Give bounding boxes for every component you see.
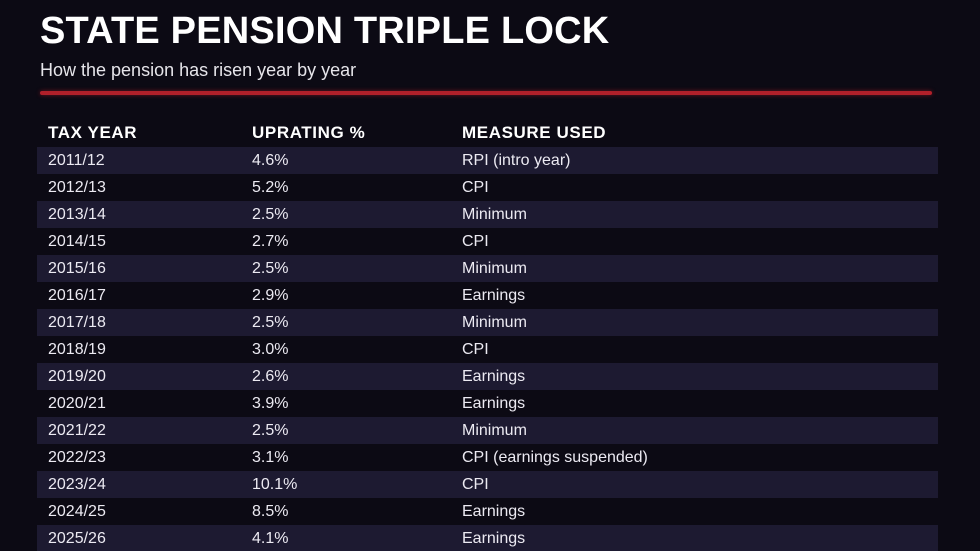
cell-measure: Earnings — [462, 529, 526, 547]
cell-measure: Earnings — [462, 502, 526, 520]
table-row: 2023/24 10.1% CPI — [37, 471, 938, 499]
cell-uprating: 10.1% — [252, 475, 298, 493]
table-row: 2011/12 4.6% RPI (intro year) — [37, 147, 938, 175]
column-header-measure: MEASURE USED — [462, 123, 607, 143]
table-row: 2014/15 2.7% CPI — [37, 228, 938, 255]
cell-tax-year: 2018/19 — [48, 340, 106, 358]
cell-measure: Earnings — [462, 367, 526, 385]
cell-uprating: 2.5% — [252, 205, 289, 223]
cell-measure: Earnings — [462, 394, 526, 412]
cell-tax-year: 2013/14 — [48, 205, 106, 223]
cell-tax-year: 2019/20 — [48, 367, 106, 385]
cell-tax-year: 2012/13 — [48, 178, 106, 196]
table-row: 2013/14 2.5% Minimum — [37, 201, 938, 229]
cell-measure: CPI — [462, 232, 489, 250]
cell-measure: Minimum — [462, 259, 527, 277]
table-row: 2020/21 3.9% Earnings — [37, 390, 938, 417]
cell-uprating: 2.7% — [252, 232, 289, 250]
cell-uprating: 2.9% — [252, 286, 289, 304]
cell-tax-year: 2024/25 — [48, 502, 106, 520]
cell-uprating: 4.1% — [252, 529, 289, 547]
cell-measure: CPI (earnings suspended) — [462, 448, 648, 466]
table-row: 2025/26 4.1% Earnings — [37, 525, 938, 551]
table-header: TAX YEAR UPRATING % MEASURE USED — [37, 119, 938, 147]
column-header-uprating: UPRATING % — [252, 123, 366, 143]
table-row: 2015/16 2.5% Minimum — [37, 255, 938, 283]
table-row: 2021/22 2.5% Minimum — [37, 417, 938, 445]
cell-tax-year: 2011/12 — [48, 151, 105, 169]
table-row: 2018/19 3.0% CPI — [37, 336, 938, 363]
cell-measure: Minimum — [462, 421, 527, 439]
cell-tax-year: 2016/17 — [48, 286, 106, 304]
accent-divider — [40, 91, 932, 96]
cell-tax-year: 2021/22 — [48, 421, 106, 439]
cell-uprating: 4.6% — [252, 151, 289, 169]
cell-tax-year: 2022/23 — [48, 448, 106, 466]
cell-uprating: 3.1% — [252, 448, 289, 466]
pension-table: TAX YEAR UPRATING % MEASURE USED 2011/12… — [37, 119, 938, 551]
cell-measure: CPI — [462, 340, 489, 358]
cell-measure: Earnings — [462, 286, 526, 304]
table-row: 2022/23 3.1% CPI (earnings suspended) — [37, 444, 938, 471]
cell-tax-year: 2020/21 — [48, 394, 106, 412]
cell-tax-year: 2017/18 — [48, 313, 106, 331]
cell-measure: Minimum — [462, 205, 527, 223]
cell-uprating: 3.0% — [252, 340, 289, 358]
header: STATE PENSION TRIPLE LOCK How the pensio… — [0, 0, 980, 96]
cell-uprating: 5.2% — [252, 178, 289, 196]
cell-tax-year: 2023/24 — [48, 475, 106, 493]
table-row: 2024/25 8.5% Earnings — [37, 498, 938, 525]
cell-measure: CPI — [462, 178, 489, 196]
table-row: 2019/20 2.6% Earnings — [37, 363, 938, 391]
cell-uprating: 2.5% — [252, 259, 289, 277]
cell-uprating: 2.5% — [252, 313, 289, 331]
table-row: 2017/18 2.5% Minimum — [37, 309, 938, 337]
table-body: 2011/12 4.6% RPI (intro year) 2012/13 5.2% CP… — [37, 147, 938, 551]
subtitle: How the pension has risen year by year — [40, 59, 357, 80]
cell-uprating: 2.6% — [252, 367, 289, 385]
cell-uprating: 8.5% — [252, 502, 289, 520]
cell-tax-year: 2014/15 — [48, 232, 106, 250]
cell-tax-year: 2015/16 — [48, 259, 106, 277]
cell-uprating: 2.5% — [252, 421, 289, 439]
cell-measure: CPI — [462, 475, 489, 493]
cell-measure: RPI (intro year) — [462, 151, 571, 169]
cell-measure: Minimum — [462, 313, 527, 331]
column-header-tax-year: TAX YEAR — [48, 123, 138, 143]
table-row: 2016/17 2.9% Earnings — [37, 282, 938, 309]
page-title: STATE PENSION TRIPLE LOCK — [40, 10, 610, 52]
cell-tax-year: 2025/26 — [48, 529, 106, 547]
table-row: 2012/13 5.2% CPI — [37, 174, 938, 201]
cell-uprating: 3.9% — [252, 394, 289, 412]
